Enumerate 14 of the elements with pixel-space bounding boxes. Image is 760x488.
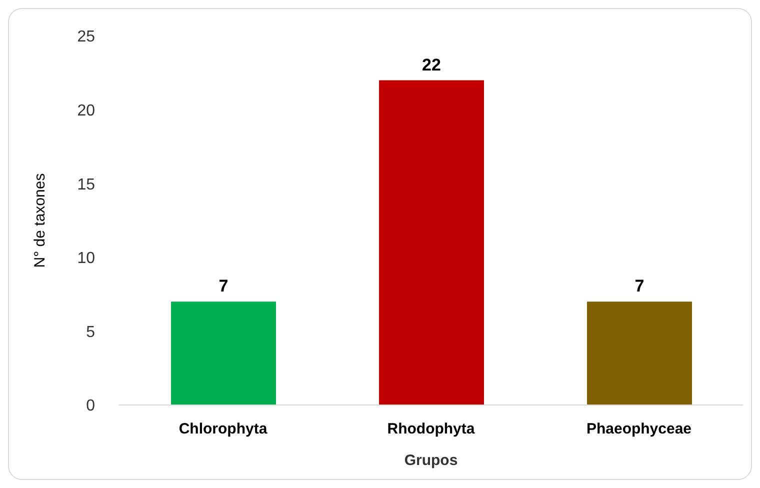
x-tick-label: Phaeophyceae	[586, 420, 692, 438]
y-tick-label: 0	[86, 398, 96, 415]
y-tick-label: 10	[77, 250, 96, 268]
x-tick-label: Chlorophyta	[178, 420, 268, 438]
x-tick-label: Rhodophyta	[387, 420, 476, 438]
x-axis-title: Grupos	[404, 452, 458, 469]
y-tick-label: 5	[86, 324, 96, 341]
data-label: 22	[422, 55, 441, 74]
y-tick-label: 15	[77, 176, 96, 194]
data-label: 7	[634, 276, 644, 296]
y-tick-label: 20	[77, 102, 96, 120]
y-axis-title: N° de taxones	[31, 173, 48, 268]
y-tick-label: 25	[77, 28, 96, 46]
data-label: 7	[218, 276, 228, 296]
